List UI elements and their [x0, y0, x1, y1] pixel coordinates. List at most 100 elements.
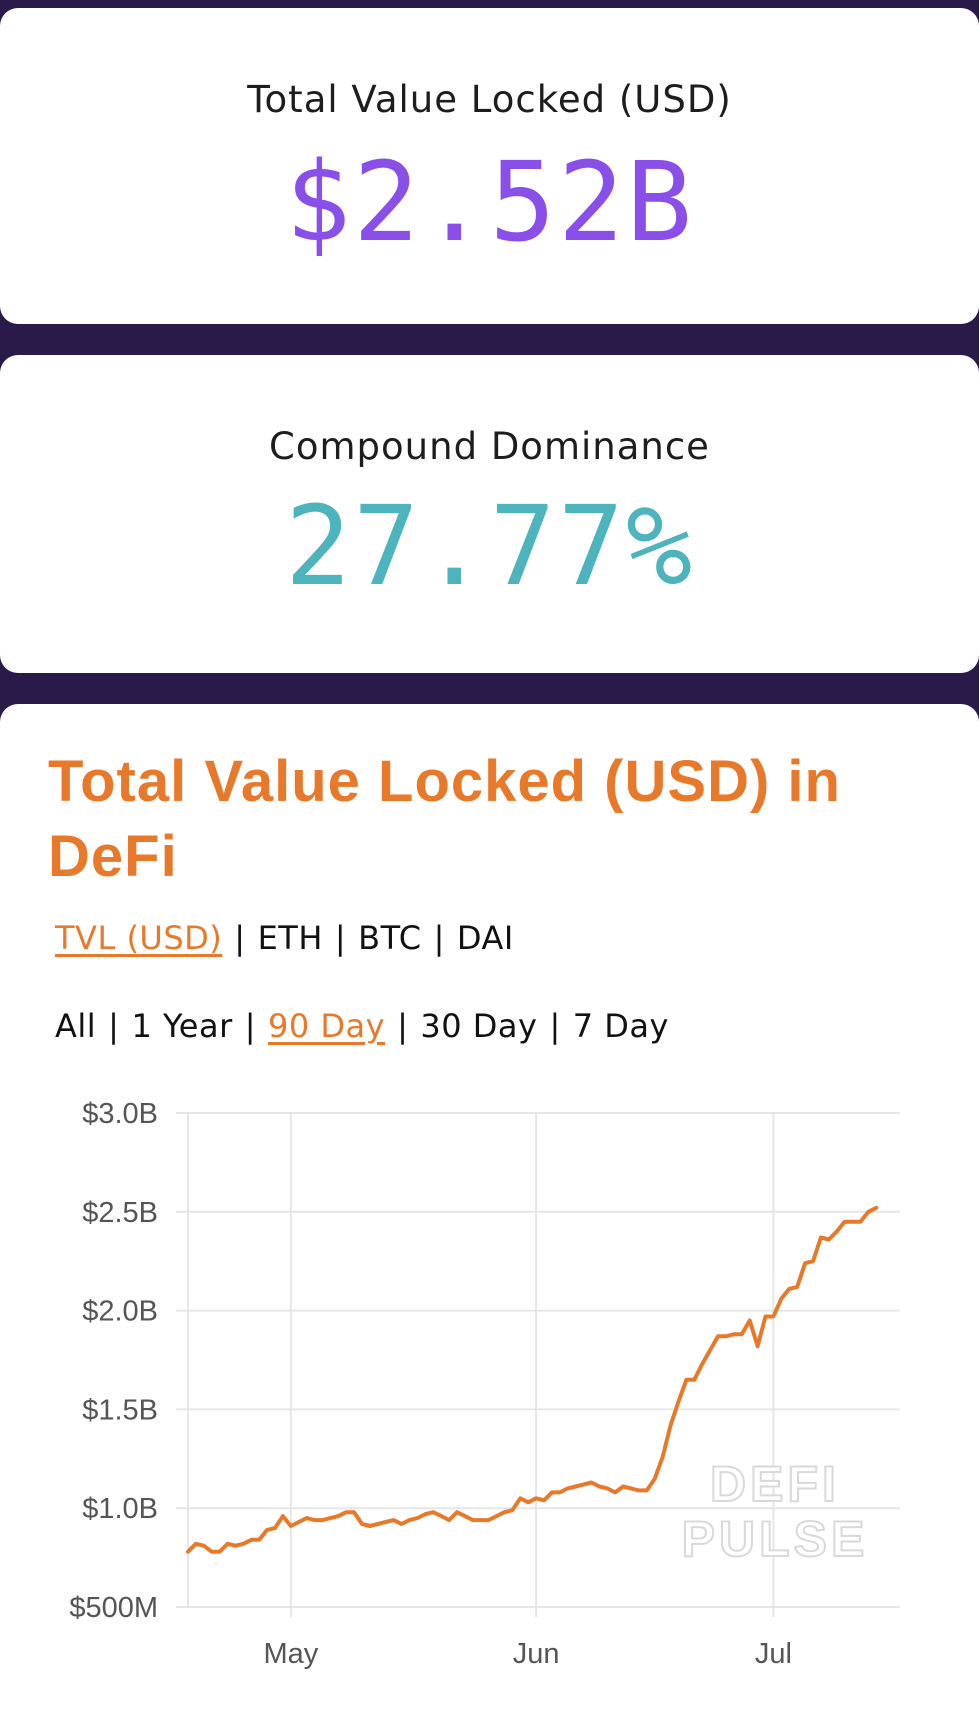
range-selector: All | 1 Year | 90 Day | 30 Day | 7 Day — [55, 1007, 669, 1045]
tvl-data-point — [479, 1518, 482, 1522]
tvl-data-point — [273, 1526, 277, 1530]
tvl-data-point — [424, 1512, 427, 1516]
tvl-stat-card: Total Value Locked (USD) $2.52B — [0, 8, 979, 324]
range-option-30-day[interactable]: 30 Day — [420, 1007, 538, 1045]
tvl-data-point — [859, 1220, 862, 1223]
tvl-data-point — [297, 1520, 300, 1524]
tvl-line-chart: DEFI PULSE $500M $1.0B $1.5B $2.0B $2.5B $3.0… — [69, 1098, 900, 1670]
tvl-data-point — [621, 1485, 625, 1488]
tvl-data-point — [693, 1378, 696, 1381]
metric-option-dai[interactable]: DAI — [456, 919, 514, 957]
metric-selector: TVL (USD) | ETH | BTC | DAI — [55, 919, 514, 957]
tvl-data-point — [440, 1514, 443, 1518]
tvl-data-point — [258, 1538, 261, 1541]
range-option-90-day[interactable]: 90 Day — [268, 1007, 386, 1045]
separator: | — [108, 1007, 120, 1045]
metric-option-eth[interactable]: ETH — [257, 919, 323, 957]
tvl-data-point — [265, 1528, 269, 1532]
tvl-data-point — [534, 1497, 538, 1500]
range-option-1-year[interactable]: 1 Year — [131, 1007, 233, 1045]
tvl-data-point — [432, 1511, 435, 1514]
tvl-data-point — [242, 1542, 245, 1545]
tvl-data-point — [519, 1497, 522, 1500]
tvl-data-point — [780, 1297, 783, 1300]
tvl-data-point — [463, 1514, 467, 1518]
tvl-data-point — [788, 1287, 791, 1291]
tvl-data-point — [803, 1262, 807, 1265]
tvl-data-point — [645, 1489, 648, 1492]
tvl-data-point — [392, 1518, 395, 1522]
tvl-data-point — [471, 1518, 474, 1522]
x-tick-label: Jul — [755, 1638, 792, 1670]
y-tick-label: $2.0B — [82, 1296, 158, 1328]
separator: | — [433, 919, 445, 957]
tvl-data-point — [234, 1544, 237, 1547]
tvl-data-point — [186, 1550, 190, 1553]
tvl-data-point — [811, 1260, 815, 1263]
tvl-data-point — [764, 1315, 767, 1318]
tvl-data-point — [511, 1509, 514, 1512]
tvl-data-point — [281, 1514, 285, 1518]
tvl-data-point — [708, 1348, 712, 1352]
dominance-label: Compound Dominance — [269, 425, 710, 468]
tvl-data-point — [614, 1491, 617, 1494]
tvl-data-point — [226, 1542, 229, 1545]
tvl-data-point — [455, 1511, 459, 1514]
tvl-data-point — [408, 1518, 411, 1522]
y-tick-label: $2.5B — [82, 1197, 158, 1229]
chart-title: Total Value Locked (USD) in DeFi — [48, 749, 841, 889]
tvl-data-point — [447, 1518, 451, 1522]
tvl-data-point — [716, 1335, 720, 1338]
tvl-data-point — [598, 1485, 601, 1488]
tvl-data-point — [345, 1511, 348, 1514]
separator: | — [397, 1007, 409, 1045]
tvl-data-point — [558, 1491, 561, 1494]
tvl-data-point — [637, 1489, 641, 1492]
tvl-data-point — [756, 1345, 759, 1348]
tvl-data-point — [527, 1501, 530, 1504]
tvl-data-point — [724, 1335, 728, 1338]
tvl-data-point — [289, 1524, 292, 1528]
tvl-data-point — [819, 1236, 823, 1239]
y-tick-label: $500M — [69, 1592, 158, 1624]
tvl-data-point — [685, 1378, 688, 1381]
x-tick-label: Jun — [513, 1638, 560, 1670]
tvl-data-point — [796, 1285, 799, 1289]
metric-option-tvl-usd[interactable]: TVL (USD) — [55, 919, 223, 957]
tvl-data-point — [495, 1514, 498, 1518]
tvl-data-point — [218, 1550, 221, 1553]
tvl-data-point — [582, 1483, 585, 1486]
tvl-data-point — [867, 1210, 870, 1213]
tvl-data-point — [606, 1487, 609, 1490]
tvl-data-point — [376, 1522, 380, 1526]
tvl-data-point — [669, 1424, 672, 1427]
tvl-series-line — [186, 1205, 879, 1554]
tvl-data-point — [305, 1516, 308, 1520]
tvl-data-point — [590, 1481, 593, 1484]
tvl-data-point — [653, 1477, 656, 1480]
metric-option-btc[interactable]: BTC — [358, 919, 422, 957]
tvl-data-point — [732, 1333, 736, 1336]
y-tick-label: $1.0B — [82, 1493, 158, 1525]
dominance-stat-card: Compound Dominance 27.77% — [0, 355, 979, 673]
separator: | — [549, 1007, 561, 1045]
range-option-all[interactable]: All — [55, 1007, 97, 1045]
tvl-data-point — [321, 1518, 324, 1522]
tvl-label: Total Value Locked (USD) — [247, 78, 732, 121]
tvl-data-point — [368, 1524, 372, 1528]
tvl-data-point — [503, 1511, 506, 1514]
tvl-data-point — [210, 1550, 213, 1553]
separator: | — [234, 919, 246, 957]
defi-pulse-watermark: DEFI PULSE — [681, 1455, 866, 1568]
tvl-data-point — [352, 1511, 356, 1514]
tvl-data-point — [487, 1518, 490, 1522]
x-tick-label: May — [263, 1638, 318, 1670]
tvl-data-point — [416, 1516, 419, 1520]
tvl-data-point — [202, 1544, 205, 1547]
tvl-data-point — [661, 1455, 664, 1458]
watermark-line-1: DEFI — [710, 1456, 840, 1512]
tvl-data-point — [360, 1522, 364, 1526]
y-tick-label: $3.0B — [82, 1098, 158, 1130]
separator: | — [334, 919, 347, 957]
range-option-7-day[interactable]: 7 Day — [572, 1007, 669, 1045]
